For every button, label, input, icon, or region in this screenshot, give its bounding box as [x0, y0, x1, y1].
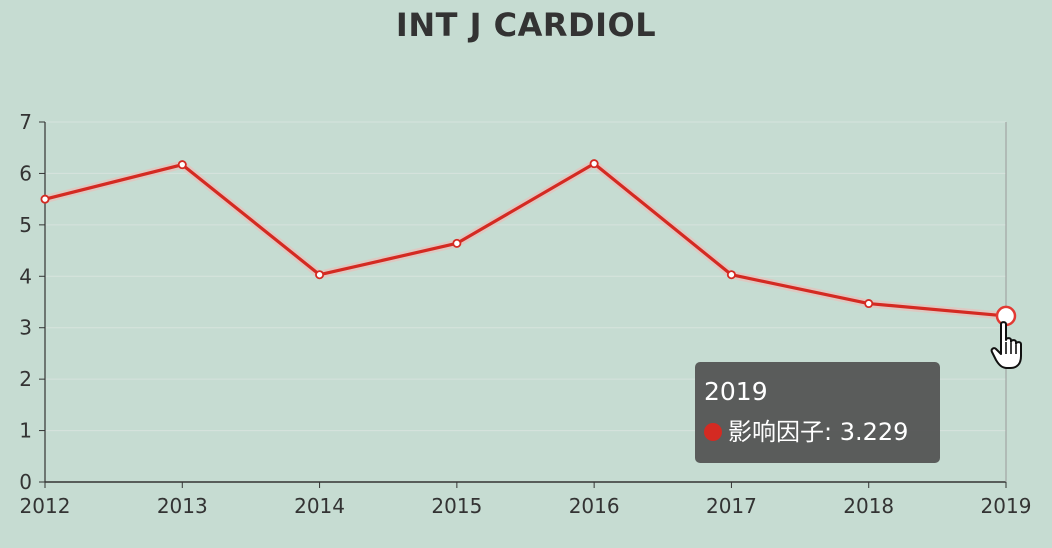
x-tick-label: 2017 — [706, 494, 757, 518]
y-tick-label: 3 — [19, 316, 32, 340]
x-tick-label: 2012 — [20, 494, 71, 518]
y-tick-label: 7 — [19, 110, 32, 134]
x-tick-label: 2016 — [569, 494, 620, 518]
x-tick-label: 2018 — [843, 494, 894, 518]
y-tick-label: 4 — [19, 264, 32, 288]
x-tick-label: 2019 — [981, 494, 1032, 518]
series-line — [44, 162, 1007, 318]
x-tick-label: 2015 — [431, 494, 482, 518]
axes: 0 1 2 3 4 5 6 7 2012 2013 2014 2015 2016 2017 2018 2019 — [19, 110, 1031, 518]
y-tick-label: 1 — [19, 419, 32, 443]
hand-pointer-icon — [990, 321, 1022, 369]
data-point[interactable] — [589, 159, 599, 169]
series-line-glow — [44, 159, 1007, 320]
y-tick-label: 0 — [19, 470, 32, 494]
data-point[interactable] — [864, 299, 874, 309]
y-tick-label: 2 — [19, 367, 32, 391]
y-tick-label: 6 — [19, 161, 32, 185]
x-tick-label: 2013 — [157, 494, 208, 518]
data-point[interactable] — [726, 270, 736, 280]
data-point[interactable] — [315, 270, 325, 280]
tooltip: 2019 影响因子: 3.229 — [695, 362, 940, 463]
tooltip-row: 影响因子: 3.229 — [704, 417, 930, 447]
data-point[interactable] — [452, 238, 462, 248]
data-point[interactable] — [177, 160, 187, 170]
chart-title: INT J CARDIOL — [395, 6, 657, 44]
data-point[interactable] — [40, 194, 50, 204]
series-layer — [44, 159, 1007, 320]
grid-lines — [45, 121, 1006, 432]
data-points[interactable] — [40, 159, 1017, 327]
tooltip-series-dot — [704, 423, 722, 441]
tooltip-value: 影响因子: 3.229 — [728, 418, 909, 446]
x-tick-label: 2014 — [294, 494, 345, 518]
y-tick-label: 5 — [19, 213, 32, 237]
tooltip-title: 2019 — [704, 377, 768, 406]
